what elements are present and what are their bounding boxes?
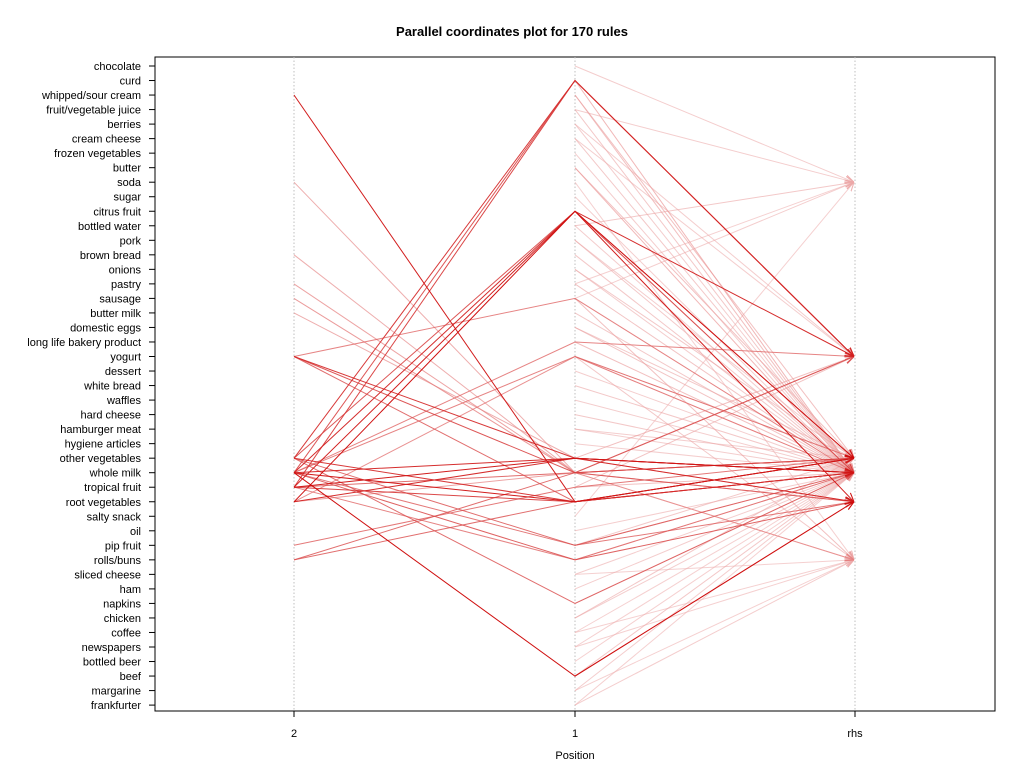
- rule-line: [293, 472, 854, 677]
- y-tick-label: white bread: [83, 381, 141, 393]
- rule-line: [574, 80, 854, 473]
- rule-line: [574, 65, 854, 182]
- y-tick-label: butter milk: [90, 308, 141, 320]
- rule-line: [574, 138, 854, 357]
- x-tick-label: 2: [291, 728, 297, 740]
- rule-line: [574, 560, 854, 633]
- y-tick-label: pip fruit: [105, 540, 141, 552]
- rule-line: [574, 167, 854, 459]
- rule-line: [574, 473, 854, 662]
- y-tick-label: chicken: [104, 613, 141, 625]
- rule-line: [574, 560, 854, 692]
- y-tick-label: margarine: [91, 686, 141, 698]
- rule-line: [574, 268, 854, 458]
- rule-line: [574, 298, 854, 560]
- y-tick-label: brown bread: [80, 250, 141, 262]
- x-tick-label: rhs: [847, 728, 863, 740]
- y-tick-label: hard cheese: [80, 410, 141, 422]
- rule-line: [574, 109, 854, 473]
- y-tick-label: sausage: [99, 293, 141, 305]
- y-tick-label: cream cheese: [72, 134, 141, 146]
- rule-line: [293, 472, 854, 561]
- rule-line: [574, 560, 854, 706]
- x-axis-label: Position: [555, 750, 594, 762]
- rule-line: [574, 399, 854, 473]
- y-tick-label: bottled beer: [83, 657, 141, 669]
- y-tick-label: dessert: [105, 366, 141, 378]
- rule-line: [293, 79, 854, 488]
- y-tick-label: waffles: [106, 395, 142, 407]
- y-tick-label: sugar: [113, 192, 141, 204]
- rule-line: [293, 457, 854, 503]
- rule-line: [293, 79, 854, 459]
- rule-line: [574, 473, 854, 648]
- rule-line: [293, 457, 854, 503]
- y-tick-label: hygiene articles: [65, 439, 142, 451]
- y-tick-label: frankfurter: [91, 700, 141, 712]
- rule-line: [574, 458, 854, 546]
- rule-line: [293, 355, 854, 474]
- rule-lines: [293, 65, 854, 706]
- y-tick-label: whole milk: [89, 468, 142, 480]
- y-tick-label: frozen vegetables: [54, 148, 141, 160]
- rule-line: [574, 109, 854, 183]
- y-tick-label: other vegetables: [60, 453, 142, 465]
- rule-line: [293, 297, 854, 472]
- y-tick-label: bottled water: [78, 221, 141, 233]
- y-tick-label: yogurt: [110, 352, 141, 364]
- rule-line: [293, 457, 854, 502]
- x-tick-label: 1: [572, 728, 578, 740]
- y-tick-label: coffee: [111, 627, 141, 639]
- y-tick-label: rolls/buns: [94, 555, 142, 567]
- y-tick-label: oil: [130, 526, 141, 538]
- y-tick-label: berries: [107, 119, 141, 131]
- y-tick-label: butter: [113, 163, 141, 175]
- chart-title: Parallel coordinates plot for 170 rules: [396, 24, 628, 39]
- y-tick-label: fruit/vegetable juice: [46, 105, 141, 117]
- y-tick-label: hamburger meat: [60, 424, 141, 436]
- y-tick-label: pastry: [111, 279, 141, 291]
- rule-line: [574, 560, 854, 648]
- rule-line: [574, 473, 854, 677]
- y-tick-label: beef: [120, 671, 142, 683]
- rule-line: [574, 268, 854, 472]
- y-tick-label: pork: [120, 235, 142, 247]
- y-tick-label: curd: [120, 76, 141, 88]
- y-tick-label: root vegetables: [66, 497, 142, 509]
- y-tick-label: soda: [117, 177, 142, 189]
- y-tick-label: whipped/sour cream: [41, 90, 141, 102]
- y-tick-label: salty snack: [87, 511, 142, 523]
- y-tick-label: napkins: [103, 598, 141, 610]
- y-tick-label: ham: [120, 584, 141, 596]
- rule-line: [574, 326, 854, 472]
- rule-line: [293, 457, 854, 488]
- rule-line: [574, 182, 854, 299]
- y-tick-label: citrus fruit: [93, 206, 141, 218]
- y-tick-label: domestic eggs: [70, 322, 141, 334]
- rule-line: [574, 356, 854, 560]
- rule-line: [293, 457, 854, 604]
- rule-line: [293, 341, 854, 474]
- rule-line: [574, 123, 854, 473]
- rule-line: [293, 458, 854, 503]
- y-tick-label: onions: [109, 264, 142, 276]
- rule-line: [293, 210, 854, 503]
- rule-line: [574, 326, 854, 458]
- rule-line: [574, 167, 854, 473]
- y-tick-label: long life bakery product: [27, 337, 141, 349]
- y-tick-label: tropical fruit: [84, 482, 141, 494]
- y-tick-label: newspapers: [82, 642, 142, 654]
- y-tick-label: chocolate: [94, 61, 141, 73]
- rule-line: [574, 473, 854, 633]
- y-tick-label: sliced cheese: [74, 569, 141, 581]
